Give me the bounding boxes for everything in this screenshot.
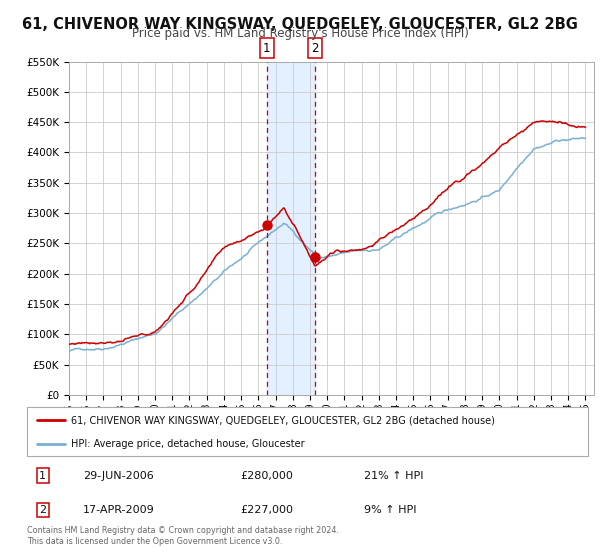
- FancyBboxPatch shape: [27, 407, 588, 456]
- Text: 61, CHIVENOR WAY KINGSWAY, QUEDGELEY, GLOUCESTER, GL2 2BG (detached house): 61, CHIVENOR WAY KINGSWAY, QUEDGELEY, GL…: [71, 416, 494, 426]
- Text: 9% ↑ HPI: 9% ↑ HPI: [364, 505, 416, 515]
- Text: 2: 2: [311, 41, 319, 55]
- Text: 17-APR-2009: 17-APR-2009: [83, 505, 155, 515]
- Text: 2: 2: [39, 505, 46, 515]
- Text: £280,000: £280,000: [240, 470, 293, 480]
- Text: £227,000: £227,000: [240, 505, 293, 515]
- Text: 1: 1: [39, 470, 46, 480]
- Text: 61, CHIVENOR WAY KINGSWAY, QUEDGELEY, GLOUCESTER, GL2 2BG: 61, CHIVENOR WAY KINGSWAY, QUEDGELEY, GL…: [22, 17, 578, 32]
- Text: 29-JUN-2006: 29-JUN-2006: [83, 470, 154, 480]
- Text: HPI: Average price, detached house, Gloucester: HPI: Average price, detached house, Glou…: [71, 439, 304, 449]
- Text: Contains HM Land Registry data © Crown copyright and database right 2024.
This d: Contains HM Land Registry data © Crown c…: [27, 526, 339, 546]
- Text: Price paid vs. HM Land Registry's House Price Index (HPI): Price paid vs. HM Land Registry's House …: [131, 27, 469, 40]
- Bar: [267, 62, 315, 395]
- Text: 21% ↑ HPI: 21% ↑ HPI: [364, 470, 423, 480]
- Text: 1: 1: [263, 41, 271, 55]
